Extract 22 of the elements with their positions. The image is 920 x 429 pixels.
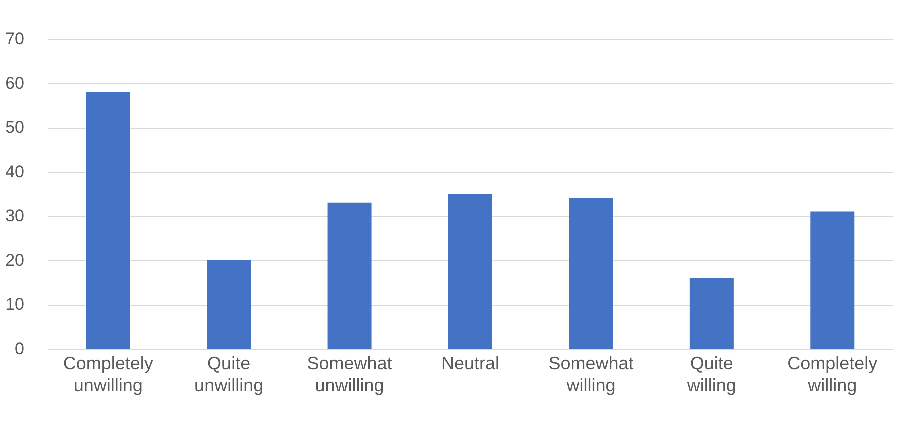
y-tick-label: 0 bbox=[15, 340, 24, 358]
x-tick-label: Somewhat unwilling bbox=[307, 354, 392, 396]
bar bbox=[569, 198, 614, 349]
bar bbox=[448, 194, 492, 349]
y-tick-label: 40 bbox=[6, 162, 24, 182]
x-tick-label: Quite willing bbox=[686, 354, 736, 396]
y-tick-label: 70 bbox=[6, 30, 24, 48]
y-tick-label: 50 bbox=[6, 118, 24, 138]
x-tick-label: Somewhat willing bbox=[548, 354, 634, 396]
y-tick-label: 60 bbox=[6, 74, 24, 93]
bar bbox=[690, 278, 734, 349]
x-tick-label: Completely willing bbox=[788, 354, 878, 396]
x-tick-label: Completely unwilling bbox=[63, 354, 154, 396]
y-tick-label: 20 bbox=[6, 250, 24, 270]
x-tick-label: Neutral bbox=[441, 354, 500, 374]
y-tick-label: 30 bbox=[6, 206, 24, 226]
bar bbox=[86, 92, 130, 349]
y-tick-label: 10 bbox=[6, 295, 24, 314]
x-tick-label: Quite unwilling bbox=[194, 354, 264, 396]
bar bbox=[328, 202, 372, 349]
bar bbox=[207, 260, 252, 349]
bar bbox=[810, 212, 855, 349]
